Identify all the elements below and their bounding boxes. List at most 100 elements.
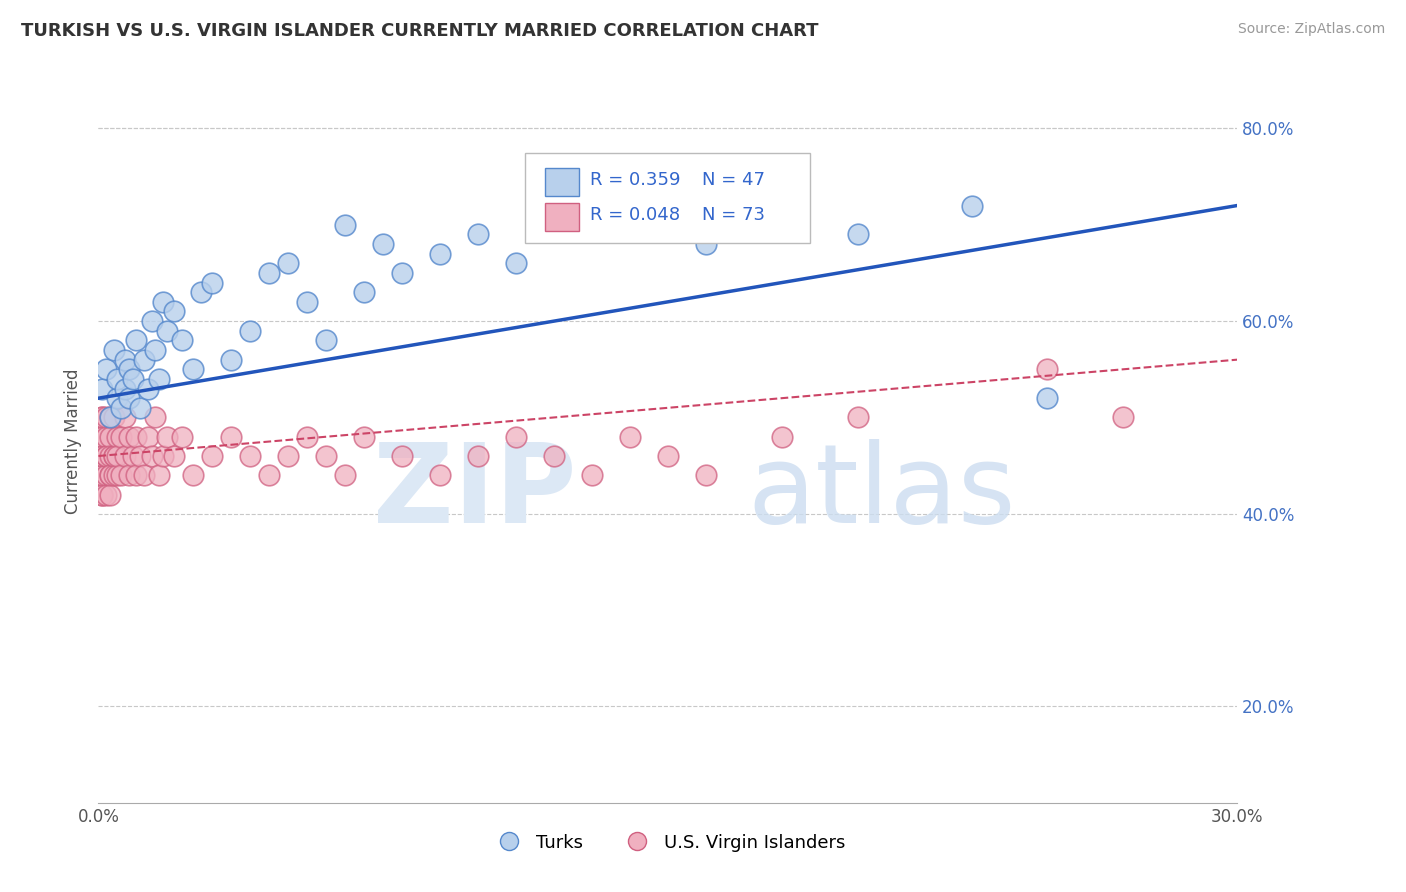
Point — [221, 430, 243, 444]
Point — [103, 449, 125, 463]
Point — [183, 468, 205, 483]
Point — [297, 294, 319, 309]
Point — [91, 468, 114, 483]
Point — [277, 449, 299, 463]
Point — [98, 468, 121, 483]
Point — [118, 362, 141, 376]
Point — [259, 468, 281, 483]
Point — [163, 304, 186, 318]
Point — [91, 468, 114, 483]
Point — [98, 410, 121, 425]
Point — [114, 449, 136, 463]
Legend: Turks, U.S. Virgin Islanders: Turks, U.S. Virgin Islanders — [484, 826, 852, 859]
Point — [960, 198, 983, 212]
Point — [125, 468, 148, 483]
Point — [110, 430, 132, 444]
Point — [695, 237, 717, 252]
Bar — [546, 203, 579, 230]
Point — [239, 324, 262, 338]
Bar — [546, 169, 579, 196]
Point — [581, 218, 603, 232]
Point — [91, 487, 114, 501]
Point — [145, 410, 167, 425]
Point — [107, 468, 129, 483]
Point — [91, 430, 114, 444]
Point — [107, 372, 129, 386]
Point — [152, 294, 174, 309]
Point — [297, 430, 319, 444]
Point — [239, 449, 262, 463]
Point — [129, 401, 152, 415]
Point — [1036, 391, 1059, 405]
Point — [132, 468, 155, 483]
Point — [125, 334, 148, 348]
Point — [156, 430, 179, 444]
Point — [91, 449, 114, 463]
Point — [846, 410, 869, 425]
Text: atlas: atlas — [748, 439, 1017, 546]
Point — [118, 391, 141, 405]
Point — [94, 487, 117, 501]
Point — [94, 449, 117, 463]
Point — [107, 449, 129, 463]
Point — [121, 449, 143, 463]
Point — [114, 382, 136, 396]
Point — [1036, 362, 1059, 376]
Point — [505, 430, 527, 444]
Point — [129, 449, 152, 463]
Point — [543, 449, 565, 463]
Point — [114, 352, 136, 367]
Point — [148, 372, 170, 386]
Point — [277, 256, 299, 270]
Point — [103, 343, 125, 357]
Text: N = 47: N = 47 — [702, 171, 765, 189]
Point — [98, 430, 121, 444]
Point — [141, 314, 163, 328]
Point — [136, 430, 159, 444]
Point — [148, 468, 170, 483]
Point — [103, 449, 125, 463]
Point — [170, 334, 193, 348]
Point — [190, 285, 212, 300]
Point — [152, 449, 174, 463]
Point — [114, 410, 136, 425]
Point — [125, 430, 148, 444]
Text: ZIP: ZIP — [374, 439, 576, 546]
Text: TURKISH VS U.S. VIRGIN ISLANDER CURRENTLY MARRIED CORRELATION CHART: TURKISH VS U.S. VIRGIN ISLANDER CURRENTL… — [21, 22, 818, 40]
Point — [98, 468, 121, 483]
Point — [467, 449, 489, 463]
Point — [733, 208, 755, 222]
Point — [118, 430, 141, 444]
Text: Source: ZipAtlas.com: Source: ZipAtlas.com — [1237, 22, 1385, 37]
Point — [91, 410, 114, 425]
Point — [91, 430, 114, 444]
Text: R = 0.359: R = 0.359 — [591, 171, 681, 189]
Point — [170, 430, 193, 444]
Point — [315, 334, 337, 348]
Point — [141, 449, 163, 463]
Point — [1112, 410, 1135, 425]
Point — [429, 246, 451, 260]
Point — [183, 362, 205, 376]
Point — [163, 449, 186, 463]
Point — [156, 324, 179, 338]
Point — [98, 410, 121, 425]
Point — [110, 468, 132, 483]
Point — [103, 468, 125, 483]
Point — [145, 343, 167, 357]
Point — [121, 372, 143, 386]
Point — [335, 218, 357, 232]
Point — [94, 449, 117, 463]
Point — [110, 401, 132, 415]
Point — [94, 410, 117, 425]
FancyBboxPatch shape — [526, 153, 810, 243]
Y-axis label: Currently Married: Currently Married — [65, 368, 83, 515]
Point — [657, 449, 679, 463]
Point — [91, 487, 114, 501]
Point — [429, 468, 451, 483]
Point — [94, 468, 117, 483]
Point — [335, 468, 357, 483]
Point — [94, 430, 117, 444]
Point — [201, 449, 224, 463]
Point — [259, 266, 281, 280]
